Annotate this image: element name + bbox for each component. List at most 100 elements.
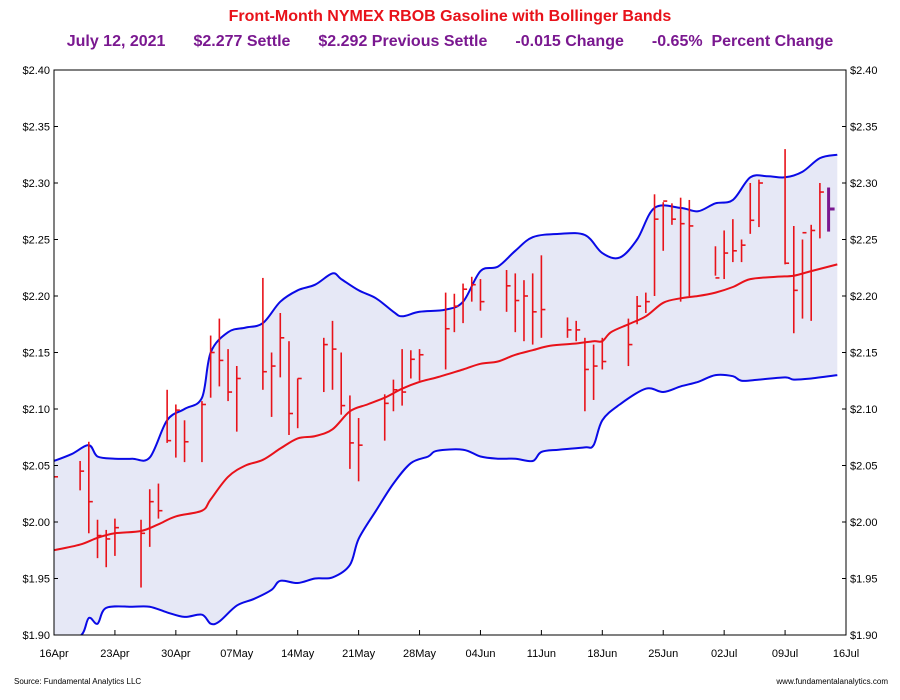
price-change: -0.015 Change [515,33,624,50]
y-tick-label-right: $2.30 [850,178,878,190]
y-tick-label-left: $2.15 [22,348,50,360]
y-tick-label-right: $2.15 [850,348,878,360]
price-bar-51 [662,200,668,251]
price-bar-63 [801,231,807,319]
price-bar-61 [784,149,790,265]
y-tick-label-left: $2.30 [22,178,50,190]
price-bars [54,149,835,588]
y-tick-label-left: $2.40 [22,65,50,77]
y-tick-label-left: $2.25 [22,235,50,247]
price-bar-12 [201,401,206,463]
price-bar-2 [88,441,93,534]
x-tick-label: 18Jun [587,648,617,660]
percent-change: -0.65% Percent Change [651,33,834,50]
price-bar-15 [227,349,233,402]
x-tick-label: 11Jun [527,648,556,660]
band-fill [54,154,838,635]
y-tick-label-left: $2.20 [22,291,50,303]
price-bar-56 [723,230,729,280]
price-bar-19 [279,312,285,378]
x-tick-label: 09Jul [772,648,798,660]
price-bar-27 [383,394,389,441]
y-tick-label-right: $2.35 [850,122,878,134]
price-bar-62 [792,225,798,334]
price-bar-46 [601,337,607,370]
price-bar-28 [392,379,398,412]
price-bar-1 [79,460,85,491]
y-tick-label-left: $2.10 [22,404,50,416]
x-tick-label: 16Jul [833,648,859,660]
price-bar-10 [175,404,180,458]
x-tick-label: 16Apr [39,648,69,660]
y-tick-label-right: $2.40 [850,65,878,77]
price-bar-25 [349,395,354,469]
price-bar-18 [270,352,276,417]
price-bar-21 [296,377,302,429]
chart-subtitle: July 12, 2021 $2.277 Settle $2.292 Previou… [0,33,900,51]
y-tick-label-right: $2.05 [850,461,878,473]
price-bar-38 [514,273,520,333]
x-tick-label: 25Jun [648,648,678,660]
price-bar-42 [566,317,572,338]
price-bar-5 [114,518,119,556]
price-bar-59 [749,183,755,234]
price-bar-23 [331,320,337,390]
y-tick-label-right: $1.95 [850,574,878,586]
price-bar-60 [758,179,763,228]
price-bar-6 [140,519,146,588]
y-tick-label-right: $2.20 [850,291,878,303]
website-note: www.fundamentalanalytics.com [776,677,888,686]
previous-settle: $2.292 Previous Settle [318,33,488,50]
y-tick-label-left: $2.05 [22,461,50,473]
x-tick-label: 23Apr [100,648,130,660]
price-bar-48 [636,296,642,325]
x-tick-label: 14May [281,648,315,660]
price-bar-44 [584,337,589,412]
price-bar-41 [540,255,546,338]
y-tick-label-left: $1.95 [22,574,50,586]
price-bar-64 [810,224,816,321]
band-layer [54,153,838,635]
price-bar-43 [575,320,581,342]
price-bar-52 [671,203,676,225]
price-bar-65 [819,183,824,239]
x-tick-label: 30Apr [161,648,191,660]
price-bar-39 [523,280,528,342]
y-tick-label-left: $1.90 [22,630,50,642]
source-note: Source: Fundamental Analytics LLC [14,677,142,686]
price-bar-36 [479,279,485,311]
y-tick-label-right: $1.90 [850,630,878,642]
price-bar-7 [148,489,154,547]
price-bar-11 [183,420,189,463]
price-bar-31 [418,349,424,381]
price-bar-57 [732,219,737,263]
price-bar-47 [627,318,633,367]
y-tick-label-left: $2.35 [22,122,50,134]
price-bar-30 [410,350,415,379]
axes: $1.90 $1.90 $1.95 $1.95 $2.00 $2.00 $2.05 $2.05… [22,65,877,660]
price-bar-50 [653,194,659,296]
price-bar-55 [714,246,720,279]
price-bar-45 [592,344,598,400]
price-bar-53 [679,197,685,302]
y-tick-label-right: $2.10 [850,404,878,416]
price-bar-20 [288,341,293,435]
price-bar-33 [453,293,459,333]
y-tick-label-right: $2.00 [850,517,878,529]
price-bar-35 [470,276,476,302]
price-bar-17 [262,277,267,390]
last-price-bar [827,187,835,232]
y-tick-label-left: $2.00 [22,517,50,529]
price-bar-16 [235,366,241,432]
price-bar-4 [105,529,111,568]
settle-date: July 12, 2021 [66,33,166,50]
price-bar-32 [444,292,450,370]
x-tick-label: 02Jul [711,648,737,660]
middle-band-line [54,263,838,552]
price-bar-3 [96,519,102,559]
price-bar-22 [323,337,328,393]
price-bar-29 [401,349,407,406]
x-tick-label: 28May [403,648,437,660]
x-tick-label: 21May [342,648,376,660]
